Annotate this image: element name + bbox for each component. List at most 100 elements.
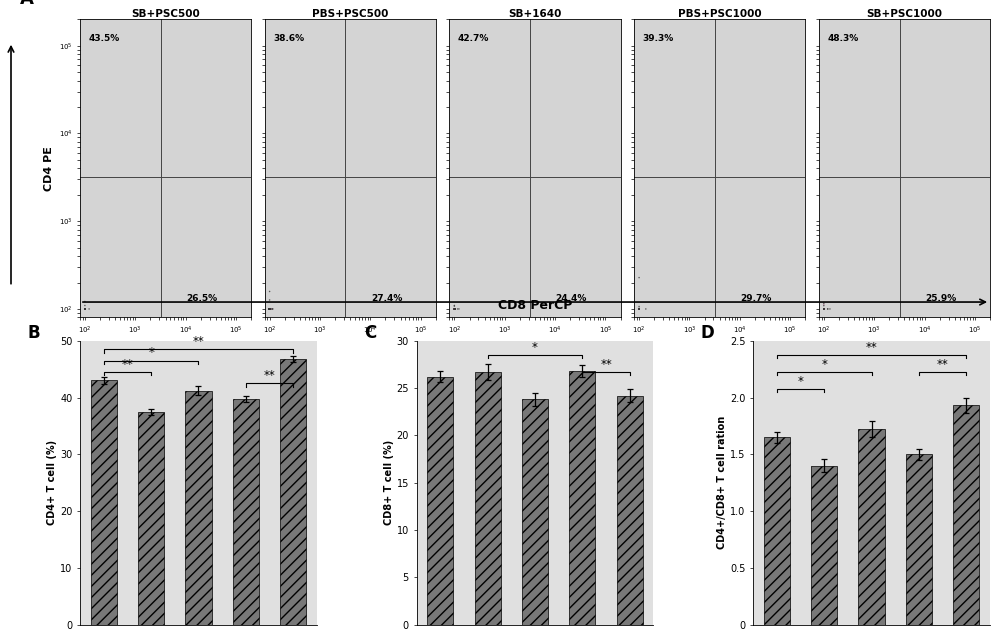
Point xyxy=(446,304,462,314)
Point xyxy=(631,304,647,314)
Point xyxy=(631,304,647,314)
Point xyxy=(631,304,647,314)
Point xyxy=(446,304,462,314)
Point xyxy=(77,304,93,314)
Point xyxy=(77,304,93,314)
Point xyxy=(77,304,93,314)
Point xyxy=(446,304,462,314)
Point xyxy=(262,304,278,314)
Point xyxy=(77,304,93,314)
Point xyxy=(262,304,278,314)
Point xyxy=(446,304,462,314)
Point xyxy=(446,304,462,314)
Point xyxy=(262,304,278,314)
Point xyxy=(262,304,278,314)
Point xyxy=(816,304,832,314)
Point xyxy=(816,304,832,314)
Point xyxy=(77,304,93,314)
Point xyxy=(816,304,832,314)
Point xyxy=(77,304,93,314)
Point xyxy=(262,304,278,314)
Point xyxy=(262,304,278,314)
Point xyxy=(816,304,832,314)
Point xyxy=(262,304,278,314)
Point xyxy=(262,304,278,314)
Point xyxy=(77,304,93,314)
Point xyxy=(816,304,832,314)
Point xyxy=(446,304,462,314)
Point xyxy=(631,304,647,314)
Point xyxy=(816,304,832,314)
Point xyxy=(262,304,278,314)
Point xyxy=(631,304,647,314)
Point xyxy=(631,304,647,314)
Point xyxy=(446,304,462,314)
Point xyxy=(816,304,832,314)
Point xyxy=(446,304,462,314)
Point xyxy=(631,304,647,314)
Point xyxy=(262,304,278,314)
Point xyxy=(631,304,647,314)
Point xyxy=(631,304,647,314)
Point xyxy=(262,304,278,314)
Point xyxy=(631,304,647,314)
Point xyxy=(262,304,278,314)
Point xyxy=(77,304,93,314)
Point xyxy=(446,304,462,314)
Point xyxy=(816,304,832,314)
Point xyxy=(262,304,278,314)
Point xyxy=(262,304,278,314)
Point xyxy=(262,304,278,314)
Point xyxy=(816,304,832,314)
Point xyxy=(631,304,647,314)
Point xyxy=(631,304,647,314)
Point xyxy=(631,304,647,314)
Point xyxy=(446,304,462,314)
Point xyxy=(631,304,647,314)
Point xyxy=(262,304,278,314)
Point xyxy=(631,304,647,314)
Point xyxy=(631,304,647,314)
Point xyxy=(816,304,832,314)
Point xyxy=(816,304,832,314)
Point xyxy=(77,304,93,314)
Point xyxy=(262,304,278,314)
Point xyxy=(262,304,278,314)
Point xyxy=(262,304,278,314)
Point xyxy=(631,304,647,314)
Point xyxy=(816,304,832,314)
Point xyxy=(262,304,278,314)
Point xyxy=(262,304,278,314)
Point xyxy=(631,304,647,314)
Point xyxy=(631,304,647,314)
Point xyxy=(262,304,278,314)
Point xyxy=(77,304,93,314)
Point xyxy=(446,304,462,314)
Point xyxy=(631,304,647,314)
Point xyxy=(816,304,832,314)
Point xyxy=(631,304,647,314)
Point xyxy=(816,304,832,314)
Point xyxy=(446,304,462,314)
Point xyxy=(631,304,647,314)
Point xyxy=(77,304,93,314)
Point xyxy=(816,304,832,314)
Point xyxy=(77,304,93,314)
Point xyxy=(631,304,647,314)
Point xyxy=(816,304,832,314)
Point xyxy=(77,304,93,314)
Point xyxy=(446,304,462,314)
Point xyxy=(816,304,832,314)
Point xyxy=(446,304,462,314)
Point xyxy=(631,304,647,314)
Point xyxy=(262,304,278,314)
Point xyxy=(816,304,832,314)
Point xyxy=(446,304,462,314)
Point xyxy=(77,300,93,310)
Point xyxy=(816,304,832,314)
Point xyxy=(77,304,93,314)
Point xyxy=(262,304,278,314)
Point xyxy=(446,304,462,314)
Point xyxy=(816,304,832,314)
Point xyxy=(816,304,832,314)
